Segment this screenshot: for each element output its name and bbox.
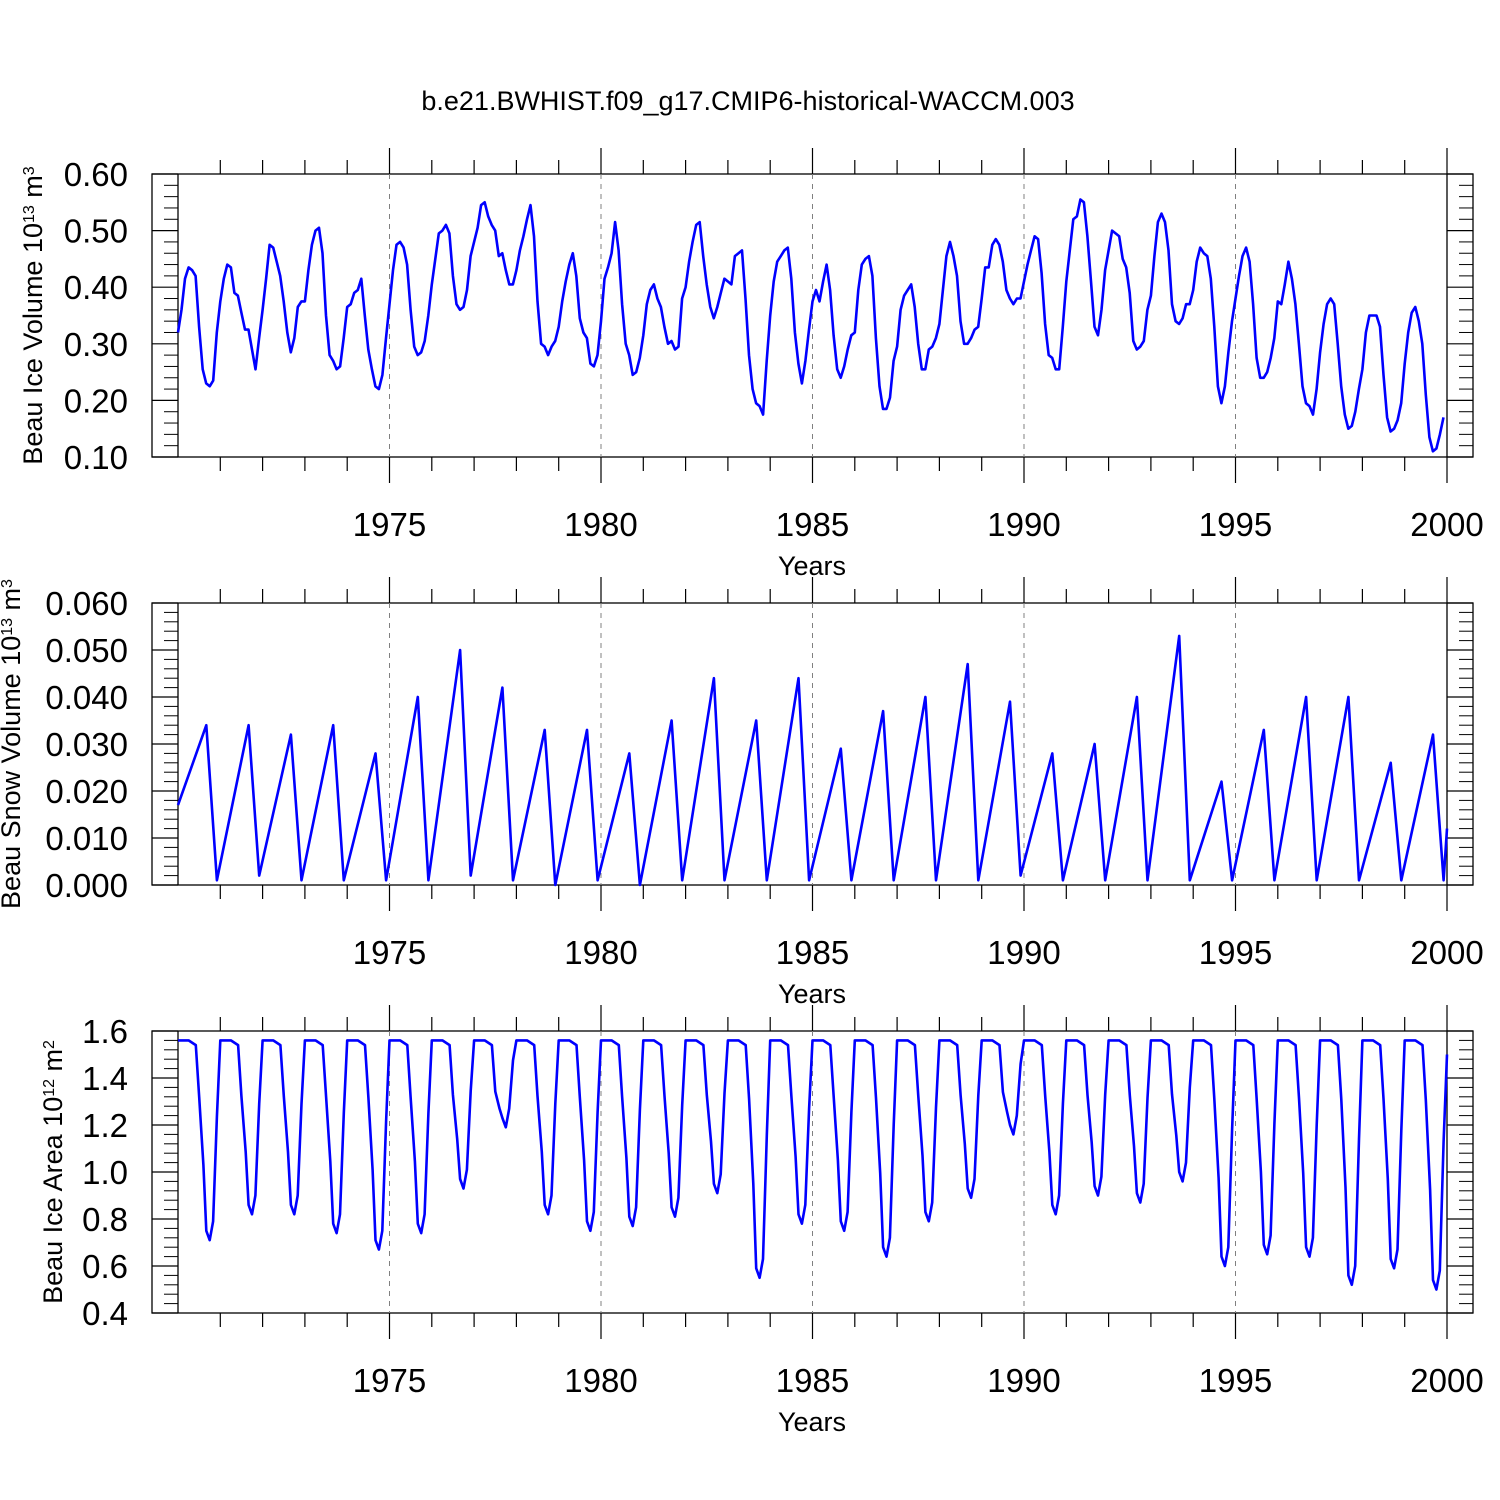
x-tick-label: 2000 [1410,506,1483,543]
y-axis-label: Beau Snow Volume 1013 m3 [0,579,26,909]
x-tick-label: 1985 [776,1362,849,1399]
panel-1: 1975 1980 1985 1990 1995 2000 0.10 0.20 0.30 0.40… [18,148,1484,581]
y-tick-label: 0.000 [45,867,128,904]
y-axis-label-exponent: 13 [0,618,16,636]
x-tick-label: 1975 [353,506,426,543]
x-tick-label: 1980 [564,1362,637,1399]
x-axis-label: Years [778,979,846,1009]
y-tick-label: 1.6 [82,1013,128,1050]
x-tick-label: 1985 [776,506,849,543]
panel-2: 1975 1980 1985 1990 1995 2000 0.000 0.010 0.020 0… [0,577,1484,1009]
x-tick-label: 1990 [987,934,1060,971]
x-tick-label: 2000 [1410,934,1483,971]
y-axis-label-exponent: 3 [21,166,38,175]
y-axis-label-text: Beau Ice Volume 10 [18,223,48,465]
series-line-beau-snow-volume [176,634,1449,887]
y-tick-label: 0.040 [45,679,128,716]
series-line-beau-ice-area [178,1039,1449,1291]
y-tick-label: 0.6 [82,1248,128,1285]
y-tick-label: 0.8 [82,1201,128,1238]
y-tick-label: 0.30 [64,326,128,363]
x-tick-label: 1980 [564,934,637,971]
y-tick-label: 0.050 [45,632,128,669]
y-tick-label: 0.50 [64,213,128,250]
series-line-beau-ice-volume [176,198,1445,453]
y-tick-label: 0.060 [45,585,128,622]
y-tick-label: 1.0 [82,1154,128,1191]
y-axis-label-text: m [38,1049,68,1079]
y-tick-label: 0.030 [45,726,128,763]
y-axis-label-exponent: 2 [41,1040,58,1049]
x-tick-label: 1990 [987,1362,1060,1399]
y-tick-label: 0.60 [64,156,128,193]
figure-title: b.e21.BWHIST.f09_g17.CMIP6-historical-WA… [421,86,1074,116]
y-axis-label: Beau Ice Volume 1013 m3 [18,166,48,464]
x-tick-label: 1975 [353,934,426,971]
y-axis-label-exponent: 12 [41,1079,58,1097]
y-axis-label-text: m [0,588,26,618]
y-tick-label: 0.010 [45,820,128,857]
y-axis-label-text: m [18,175,48,205]
panel-3: 1975 1980 1985 1990 1995 2000 0.4 0.6 0.8 1.0 1.2 1… [38,1005,1484,1437]
panels: 1975 1980 1985 1990 1995 20000.100.200.300.40… [0,148,1484,1437]
y-tick-label: 0.4 [82,1295,128,1332]
x-axis-label: Years [778,551,846,581]
x-tick-label: 2000 [1410,1362,1483,1399]
y-tick-label: 0.40 [64,269,128,306]
x-tick-label: 1995 [1199,506,1272,543]
y-tick-label: 1.2 [82,1107,128,1144]
x-tick-label: 1985 [776,934,849,971]
y-tick-label: 0.10 [64,439,128,476]
y-axis-label-text: Beau Snow Volume 10 [0,636,26,909]
y-tick-label: 0.020 [45,773,128,810]
y-tick-label: 0.20 [64,382,128,419]
y-axis-label-text: Beau Ice Area 10 [38,1097,68,1304]
x-tick-label: 1975 [353,1362,426,1399]
x-tick-label: 1995 [1199,1362,1272,1399]
y-tick-label: 1.4 [82,1060,128,1097]
y-axis-label: Beau Ice Area 1012 m2 [38,1040,68,1304]
x-tick-label: 1995 [1199,934,1272,971]
y-axis-label-exponent: 13 [21,205,38,223]
x-tick-label: 1990 [987,506,1060,543]
x-tick-label: 1980 [564,506,637,543]
y-axis-label-exponent: 3 [0,579,16,588]
x-axis-label: Years [778,1407,846,1437]
